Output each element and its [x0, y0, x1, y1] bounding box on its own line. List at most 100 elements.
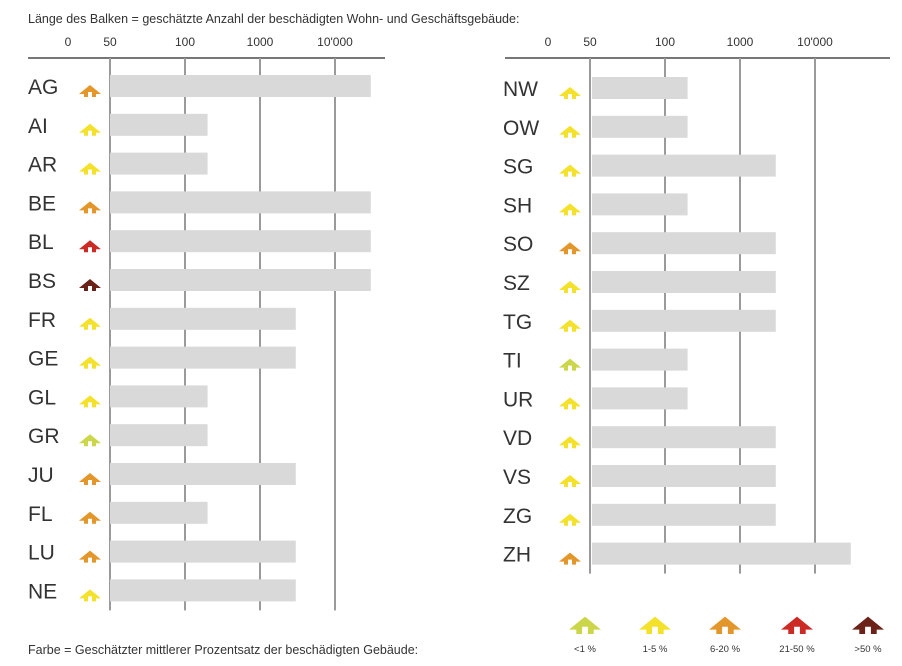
bar-zh — [592, 542, 851, 565]
house-icon — [79, 395, 101, 408]
bar-be — [110, 191, 371, 214]
axis-tick-label: 10'000 — [797, 35, 833, 49]
axis-tick-label: 1000 — [727, 35, 754, 49]
canton-label: NW — [503, 78, 538, 101]
bar-nw — [592, 77, 688, 99]
axis-tick-label: 0 — [545, 35, 552, 49]
house-icon — [79, 356, 101, 369]
axis-tick-label: 50 — [583, 35, 597, 49]
bar-ar — [110, 152, 208, 175]
house-icon — [79, 123, 101, 136]
house-icon — [79, 434, 101, 447]
legend-item: 1-5 % — [639, 616, 671, 655]
house-icon — [79, 279, 101, 291]
canton-label: ZG — [503, 505, 532, 528]
house-icon — [559, 552, 581, 565]
house-icon — [852, 616, 884, 634]
house-icon — [79, 201, 101, 214]
canton-label: AI — [28, 115, 48, 138]
bar-sh — [592, 193, 688, 216]
axis-tick-label: 50 — [103, 35, 117, 49]
bar-ow — [592, 115, 688, 138]
panel-1: 0 50 100 1000 10'000 AG AI AR BE BL BS FR GE GL GR JU FL… — [28, 35, 385, 611]
bar-vd — [592, 426, 776, 449]
house-icon — [79, 550, 101, 563]
canton-label: SH — [503, 194, 532, 217]
footer-caption: Farbe = Geschätzter mittlerer Prozentsat… — [28, 643, 418, 657]
bar-ne — [110, 579, 296, 602]
bar-gl — [110, 385, 208, 408]
house-icon — [559, 475, 581, 487]
legend-label: <1 % — [574, 644, 596, 655]
panel-2: 0 50 100 1000 10'000 NW OW SG SH SO SZ TG TI UR VD VS ZG… — [503, 35, 890, 574]
house-icon — [559, 125, 581, 138]
bar-sg — [592, 154, 776, 177]
canton-label: GE — [28, 348, 58, 371]
house-icon — [559, 513, 581, 526]
legend-label: >50 % — [854, 644, 882, 655]
house-icon — [79, 473, 101, 485]
axis-tick-label: 100 — [175, 35, 195, 49]
axis-tick-label: 1000 — [247, 35, 274, 49]
house-icon — [79, 162, 101, 175]
bar-ai — [110, 113, 208, 136]
house-icon — [79, 240, 101, 253]
canton-label: AG — [28, 76, 58, 99]
bar-fr — [110, 307, 296, 330]
legend-item: <1 % — [569, 616, 601, 655]
canton-label: GR — [28, 425, 60, 448]
legend-label: 1-5 % — [643, 644, 668, 655]
bar-sz — [592, 271, 776, 293]
house-icon — [559, 164, 581, 177]
house-icon — [79, 85, 101, 97]
bar-ti — [592, 348, 688, 371]
bar-lu — [110, 540, 296, 563]
house-icon — [79, 317, 101, 330]
bar-bl — [110, 230, 371, 253]
canton-label: VS — [503, 466, 531, 489]
canton-label: BE — [28, 192, 56, 215]
legend-item: 6-20 % — [709, 616, 741, 655]
canton-label: ZH — [503, 544, 531, 567]
bar-ge — [110, 346, 296, 369]
house-icon — [559, 242, 581, 255]
house-icon — [569, 616, 601, 634]
bar-gr — [110, 424, 208, 447]
canton-label: UR — [503, 388, 533, 411]
house-icon — [79, 511, 101, 524]
bar-ag — [110, 75, 371, 97]
house-icon — [79, 589, 101, 602]
legend-label: 21-50 % — [779, 644, 815, 655]
legend-item: >50 % — [852, 616, 884, 655]
canton-label: TI — [503, 350, 522, 373]
house-icon — [559, 358, 581, 371]
house-icon — [559, 319, 581, 332]
bar-bs — [110, 269, 371, 291]
canton-label: BL — [28, 231, 54, 254]
canton-label: BS — [28, 270, 56, 293]
canton-label: VD — [503, 427, 532, 450]
axis-tick-label: 0 — [65, 35, 72, 49]
canton-label: OW — [503, 117, 539, 140]
house-icon — [559, 281, 581, 293]
canton-label: FR — [28, 309, 56, 332]
bar-ju — [110, 463, 296, 485]
legend-label: 6-20 % — [710, 644, 741, 655]
header-caption: Länge des Balken = geschätzte Anzahl der… — [28, 12, 519, 26]
bar-zg — [592, 503, 776, 526]
bar-ur — [592, 387, 688, 410]
canton-label: SO — [503, 233, 533, 256]
house-icon — [559, 436, 581, 449]
axis-tick-label: 10'000 — [317, 35, 353, 49]
canton-label: AR — [28, 154, 57, 177]
canton-label: LU — [28, 542, 55, 565]
house-icon — [559, 203, 581, 216]
house-icon — [639, 616, 671, 634]
canton-label: TG — [503, 311, 532, 334]
bar-fl — [110, 501, 208, 524]
canton-label: JU — [28, 464, 54, 487]
house-icon — [781, 616, 813, 634]
house-icon — [559, 397, 581, 410]
axis-tick-label: 100 — [655, 35, 675, 49]
legend-item: 21-50 % — [779, 616, 815, 655]
